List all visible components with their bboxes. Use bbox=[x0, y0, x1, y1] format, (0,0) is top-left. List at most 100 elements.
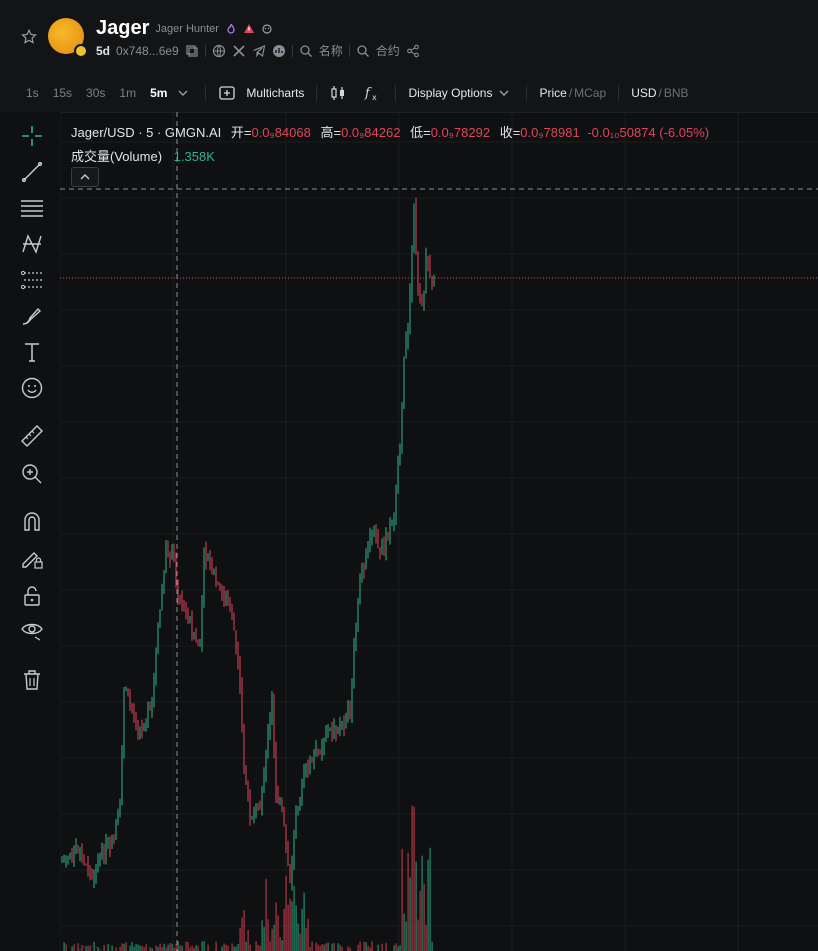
volume-bar bbox=[175, 943, 177, 951]
bnb-toggle[interactable]: BNB bbox=[663, 86, 689, 100]
volume-bar bbox=[279, 936, 281, 951]
timeframe-1m[interactable]: 1m bbox=[119, 86, 137, 100]
search-icon[interactable] bbox=[356, 44, 370, 58]
volume-bar bbox=[337, 943, 339, 951]
lock-drawing-icon[interactable] bbox=[20, 546, 44, 570]
volume-label: 成交量(Volume) bbox=[71, 149, 163, 164]
volume-bar bbox=[77, 943, 79, 951]
brush-icon[interactable] bbox=[20, 304, 44, 328]
magnet-icon[interactable] bbox=[20, 510, 44, 534]
volume-bar bbox=[227, 946, 229, 951]
volume-bar bbox=[151, 947, 153, 951]
crosshair-icon[interactable] bbox=[20, 124, 44, 148]
mcap-toggle[interactable]: MCap bbox=[574, 86, 607, 100]
chevron-down-icon[interactable] bbox=[494, 86, 514, 100]
usd-toggle[interactable]: USD bbox=[631, 86, 657, 100]
volume-bar bbox=[399, 945, 401, 951]
volume-bar bbox=[223, 943, 225, 951]
symbol-label[interactable]: Jager/USD · 5 · GMGN.AI bbox=[71, 125, 222, 140]
volume-bar bbox=[277, 915, 279, 951]
volume-bar bbox=[179, 945, 181, 951]
volume-bar bbox=[339, 944, 341, 951]
volume-bar bbox=[341, 946, 343, 951]
collapse-legend-button[interactable] bbox=[71, 167, 99, 187]
telegram-icon[interactable] bbox=[252, 44, 266, 58]
volume-bar bbox=[215, 941, 217, 951]
volume-bar bbox=[243, 909, 245, 951]
emoji-icon[interactable] bbox=[20, 376, 44, 400]
text-icon[interactable] bbox=[20, 340, 44, 364]
volume-bar bbox=[165, 947, 167, 951]
high-label: 高= bbox=[320, 125, 342, 140]
volume-bar bbox=[287, 904, 289, 951]
timeframe-5m[interactable]: 5m bbox=[150, 86, 168, 100]
volume-bar bbox=[359, 941, 361, 951]
volume-bar bbox=[367, 945, 369, 951]
volume-bar bbox=[207, 944, 209, 951]
website-globe-icon[interactable] bbox=[212, 44, 226, 58]
volume-bar bbox=[233, 946, 235, 951]
contract-address[interactable]: 0x748...6e9 bbox=[116, 43, 179, 58]
token-name: Jager bbox=[96, 17, 150, 39]
volume-bar bbox=[107, 944, 109, 951]
price-toggle[interactable]: Price bbox=[539, 86, 567, 100]
volume-bar bbox=[413, 806, 415, 951]
price-chart[interactable] bbox=[60, 112, 818, 951]
unlock-icon[interactable] bbox=[20, 584, 44, 608]
volume-bar bbox=[265, 878, 267, 951]
search-icon[interactable] bbox=[299, 44, 313, 58]
divider bbox=[348, 44, 350, 57]
volume-bar bbox=[157, 946, 159, 951]
volume-bar bbox=[159, 943, 161, 951]
favorite-star-icon[interactable] bbox=[20, 28, 38, 46]
volume-bar bbox=[425, 924, 427, 951]
x-twitter-icon[interactable] bbox=[232, 44, 246, 58]
divider bbox=[618, 85, 620, 101]
volume-bar bbox=[111, 945, 113, 951]
pattern-icon[interactable] bbox=[20, 232, 44, 256]
volume-bar bbox=[155, 945, 157, 951]
divider bbox=[204, 44, 206, 57]
volume-bar bbox=[143, 947, 145, 951]
add-chart-icon[interactable] bbox=[218, 85, 236, 101]
ruler-icon[interactable] bbox=[20, 424, 44, 448]
volume-bar bbox=[185, 941, 187, 951]
volume-bar bbox=[133, 946, 135, 951]
timeframe-15s[interactable]: 15s bbox=[52, 86, 73, 100]
volume-bar bbox=[163, 943, 165, 951]
volume-bar bbox=[221, 946, 223, 951]
multicharts-button[interactable]: Multicharts bbox=[246, 86, 305, 100]
share-icon[interactable] bbox=[406, 44, 420, 58]
trend-line-icon[interactable] bbox=[20, 160, 44, 184]
display-options-button[interactable]: Display Options bbox=[408, 86, 493, 100]
svg-text:x: x bbox=[372, 93, 377, 102]
volume-bar bbox=[405, 921, 407, 951]
volume-bar bbox=[119, 946, 121, 951]
chart-link-icon[interactable] bbox=[272, 44, 286, 58]
volume-bar bbox=[333, 943, 335, 951]
volume-bar bbox=[271, 928, 273, 951]
volume-bar bbox=[123, 943, 125, 951]
timeframe-1s[interactable]: 1s bbox=[26, 86, 39, 100]
search-name-button[interactable]: 名称 bbox=[318, 44, 343, 58]
trash-icon[interactable] bbox=[20, 668, 44, 692]
fib-icon[interactable] bbox=[20, 268, 44, 292]
timeframe-30s[interactable]: 30s bbox=[86, 86, 106, 100]
volume-value: 1.358K bbox=[173, 149, 215, 164]
volume-bar bbox=[325, 943, 327, 951]
volume-bar bbox=[139, 945, 141, 951]
chevron-down-icon[interactable] bbox=[173, 86, 193, 100]
search-contract-button[interactable]: 合约 bbox=[375, 44, 400, 58]
volume-bar bbox=[409, 877, 411, 951]
volume-bar bbox=[393, 945, 395, 951]
volume-bar bbox=[97, 947, 99, 951]
copy-icon[interactable] bbox=[185, 44, 199, 58]
volume-bar bbox=[181, 945, 183, 951]
candles-icon[interactable] bbox=[329, 84, 347, 102]
open-label: 开= bbox=[230, 125, 252, 140]
eye-icon[interactable] bbox=[20, 618, 44, 642]
zoom-in-icon[interactable] bbox=[20, 462, 44, 486]
horizontal-lines-icon[interactable] bbox=[20, 196, 44, 220]
